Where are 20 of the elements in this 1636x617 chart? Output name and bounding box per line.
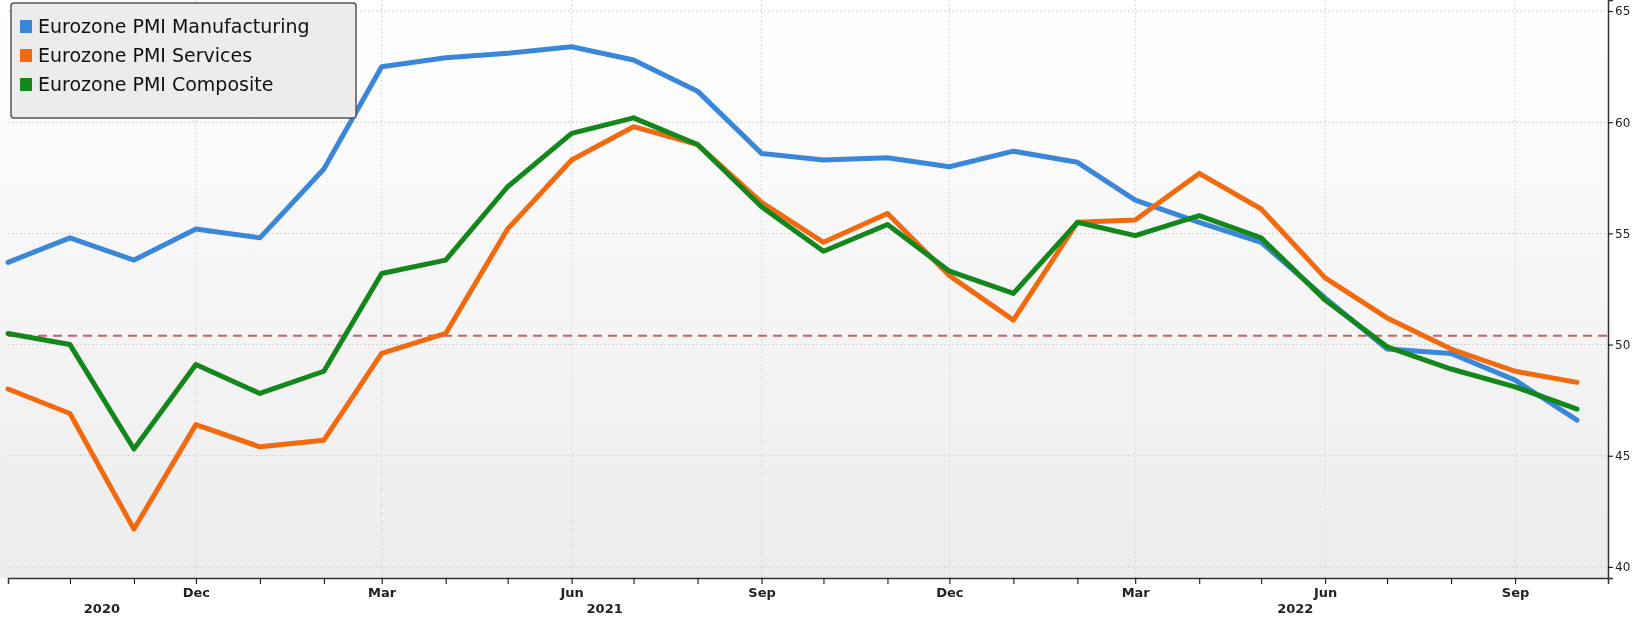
y-tick-label: 50 bbox=[1615, 337, 1631, 352]
legend-label: Eurozone PMI Manufacturing bbox=[38, 15, 310, 37]
text: 2021 bbox=[586, 601, 623, 616]
y-tick-label: 40 bbox=[1615, 560, 1631, 575]
legend-label: Eurozone PMI Services bbox=[38, 44, 253, 66]
y-tick-label: 45 bbox=[1615, 449, 1631, 464]
x-tick-label: Jun bbox=[559, 585, 584, 601]
y-tick-label: 60 bbox=[1615, 115, 1631, 130]
y-tick-label: 65 bbox=[1615, 4, 1631, 19]
x-tick-label: Sep bbox=[1501, 585, 1530, 601]
x-tick-label: Sep bbox=[748, 585, 776, 601]
legend-label: Eurozone PMI Composite bbox=[38, 73, 274, 95]
text: 2022 bbox=[1277, 601, 1314, 616]
text: 2020 bbox=[83, 601, 121, 616]
x-tick-label: Mar bbox=[368, 585, 397, 601]
x-tick-label: Mar bbox=[1121, 585, 1151, 601]
x-tick-label: Dec bbox=[936, 585, 964, 601]
x-tick-label: Dec bbox=[182, 585, 211, 601]
y-tick-label: 55 bbox=[1615, 226, 1631, 241]
x-tick-label: Jun bbox=[1312, 585, 1338, 601]
